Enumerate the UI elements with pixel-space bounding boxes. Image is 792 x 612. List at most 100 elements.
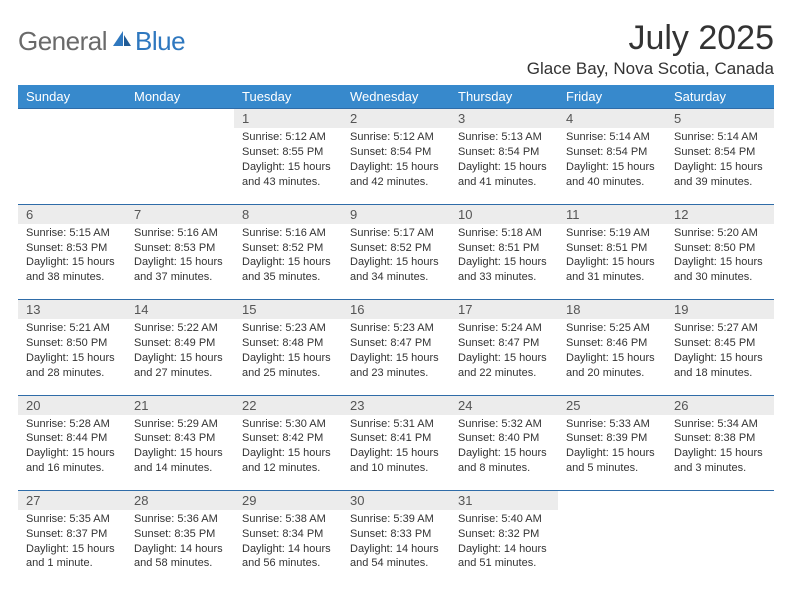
day-number: 25 — [558, 396, 666, 415]
daylight-line: Daylight: 15 hours and 38 minutes. — [26, 255, 118, 285]
sunrise-line: Sunrise: 5:34 AM — [674, 417, 766, 432]
logo-text-blue: Blue — [135, 26, 185, 57]
sunset-line: Sunset: 8:54 PM — [674, 145, 766, 160]
daylight-line: Daylight: 15 hours and 42 minutes. — [350, 160, 442, 190]
daylight-line: Daylight: 15 hours and 5 minutes. — [566, 446, 658, 476]
day-cell: 1Sunrise: 5:12 AMSunset: 8:55 PMDaylight… — [234, 109, 342, 204]
day-details: Sunrise: 5:19 AMSunset: 8:51 PMDaylight:… — [558, 224, 666, 299]
day-details: Sunrise: 5:23 AMSunset: 8:47 PMDaylight:… — [342, 319, 450, 394]
day-number: 30 — [342, 491, 450, 510]
day-cell: 11Sunrise: 5:19 AMSunset: 8:51 PMDayligh… — [558, 204, 666, 299]
sunset-line: Sunset: 8:35 PM — [134, 527, 226, 542]
day-number: 23 — [342, 396, 450, 415]
day-number: 7 — [126, 205, 234, 224]
sunrise-line: Sunrise: 5:16 AM — [242, 226, 334, 241]
sunrise-line: Sunrise: 5:14 AM — [566, 130, 658, 145]
sunrise-line: Sunrise: 5:21 AM — [26, 321, 118, 336]
daylight-line: Daylight: 15 hours and 30 minutes. — [674, 255, 766, 285]
day-number: 13 — [18, 300, 126, 319]
sunrise-line: Sunrise: 5:40 AM — [458, 512, 550, 527]
sunrise-line: Sunrise: 5:32 AM — [458, 417, 550, 432]
empty-cell: .. — [126, 109, 234, 204]
sunset-line: Sunset: 8:50 PM — [674, 241, 766, 256]
day-details: Sunrise: 5:14 AMSunset: 8:54 PMDaylight:… — [558, 128, 666, 203]
day-number: 20 — [18, 396, 126, 415]
day-number: 9 — [342, 205, 450, 224]
sunset-line: Sunset: 8:43 PM — [134, 431, 226, 446]
sunset-line: Sunset: 8:50 PM — [26, 336, 118, 351]
sunset-line: Sunset: 8:46 PM — [566, 336, 658, 351]
sunset-line: Sunset: 8:45 PM — [674, 336, 766, 351]
sunset-line: Sunset: 8:52 PM — [242, 241, 334, 256]
day-details: Sunrise: 5:20 AMSunset: 8:50 PMDaylight:… — [666, 224, 774, 299]
day-number: 14 — [126, 300, 234, 319]
day-cell: 22Sunrise: 5:30 AMSunset: 8:42 PMDayligh… — [234, 395, 342, 490]
day-cell: 12Sunrise: 5:20 AMSunset: 8:50 PMDayligh… — [666, 204, 774, 299]
day-number: 11 — [558, 205, 666, 224]
sunset-line: Sunset: 8:51 PM — [566, 241, 658, 256]
day-cell: 5Sunrise: 5:14 AMSunset: 8:54 PMDaylight… — [666, 109, 774, 204]
sunset-line: Sunset: 8:44 PM — [26, 431, 118, 446]
day-details: Sunrise: 5:23 AMSunset: 8:48 PMDaylight:… — [234, 319, 342, 394]
day-number: 27 — [18, 491, 126, 510]
weekday-header: Wednesday — [342, 85, 450, 109]
day-details: Sunrise: 5:25 AMSunset: 8:46 PMDaylight:… — [558, 319, 666, 394]
day-details: Sunrise: 5:17 AMSunset: 8:52 PMDaylight:… — [342, 224, 450, 299]
daylight-line: Daylight: 14 hours and 56 minutes. — [242, 542, 334, 572]
day-number: 26 — [666, 396, 774, 415]
sunrise-line: Sunrise: 5:36 AM — [134, 512, 226, 527]
day-number: 12 — [666, 205, 774, 224]
day-cell: 24Sunrise: 5:32 AMSunset: 8:40 PMDayligh… — [450, 395, 558, 490]
day-number: 10 — [450, 205, 558, 224]
day-cell: 19Sunrise: 5:27 AMSunset: 8:45 PMDayligh… — [666, 300, 774, 395]
title-block: July 2025 Glace Bay, Nova Scotia, Canada — [527, 20, 774, 79]
day-details: Sunrise: 5:16 AMSunset: 8:53 PMDaylight:… — [126, 224, 234, 299]
sunrise-line: Sunrise: 5:38 AM — [242, 512, 334, 527]
daylight-line: Daylight: 15 hours and 14 minutes. — [134, 446, 226, 476]
sunset-line: Sunset: 8:38 PM — [674, 431, 766, 446]
sunrise-line: Sunrise: 5:17 AM — [350, 226, 442, 241]
sunrise-line: Sunrise: 5:15 AM — [26, 226, 118, 241]
sunrise-line: Sunrise: 5:31 AM — [350, 417, 442, 432]
day-details: Sunrise: 5:21 AMSunset: 8:50 PMDaylight:… — [18, 319, 126, 394]
weekday-header-row: SundayMondayTuesdayWednesdayThursdayFrid… — [18, 85, 774, 109]
day-details: Sunrise: 5:35 AMSunset: 8:37 PMDaylight:… — [18, 510, 126, 585]
day-number: 8 — [234, 205, 342, 224]
day-details: Sunrise: 5:34 AMSunset: 8:38 PMDaylight:… — [666, 415, 774, 490]
daylight-line: Daylight: 15 hours and 8 minutes. — [458, 446, 550, 476]
daylight-line: Daylight: 15 hours and 34 minutes. — [350, 255, 442, 285]
daylight-line: Daylight: 15 hours and 33 minutes. — [458, 255, 550, 285]
sunrise-line: Sunrise: 5:13 AM — [458, 130, 550, 145]
daylight-line: Daylight: 15 hours and 18 minutes. — [674, 351, 766, 381]
calendar-body: ....1Sunrise: 5:12 AMSunset: 8:55 PMDayl… — [18, 109, 774, 585]
weekday-header: Thursday — [450, 85, 558, 109]
day-details: Sunrise: 5:27 AMSunset: 8:45 PMDaylight:… — [666, 319, 774, 394]
daylight-line: Daylight: 15 hours and 40 minutes. — [566, 160, 658, 190]
calendar-row: 6Sunrise: 5:15 AMSunset: 8:53 PMDaylight… — [18, 204, 774, 299]
daylight-line: Daylight: 15 hours and 20 minutes. — [566, 351, 658, 381]
day-cell: 18Sunrise: 5:25 AMSunset: 8:46 PMDayligh… — [558, 300, 666, 395]
day-cell: 16Sunrise: 5:23 AMSunset: 8:47 PMDayligh… — [342, 300, 450, 395]
daylight-line: Daylight: 15 hours and 37 minutes. — [134, 255, 226, 285]
daylight-line: Daylight: 15 hours and 10 minutes. — [350, 446, 442, 476]
day-details: Sunrise: 5:14 AMSunset: 8:54 PMDaylight:… — [666, 128, 774, 203]
daylight-line: Daylight: 15 hours and 35 minutes. — [242, 255, 334, 285]
daylight-line: Daylight: 15 hours and 3 minutes. — [674, 446, 766, 476]
day-details: Sunrise: 5:40 AMSunset: 8:32 PMDaylight:… — [450, 510, 558, 585]
daylight-line: Daylight: 15 hours and 1 minute. — [26, 542, 118, 572]
daylight-line: Daylight: 15 hours and 25 minutes. — [242, 351, 334, 381]
sunset-line: Sunset: 8:39 PM — [566, 431, 658, 446]
sunset-line: Sunset: 8:51 PM — [458, 241, 550, 256]
weekday-header: Saturday — [666, 85, 774, 109]
sunset-line: Sunset: 8:53 PM — [134, 241, 226, 256]
daylight-line: Daylight: 14 hours and 51 minutes. — [458, 542, 550, 572]
sunrise-line: Sunrise: 5:25 AM — [566, 321, 658, 336]
sunset-line: Sunset: 8:54 PM — [458, 145, 550, 160]
weekday-header: Friday — [558, 85, 666, 109]
day-details: Sunrise: 5:16 AMSunset: 8:52 PMDaylight:… — [234, 224, 342, 299]
day-number: 19 — [666, 300, 774, 319]
daylight-line: Daylight: 15 hours and 23 minutes. — [350, 351, 442, 381]
day-cell: 6Sunrise: 5:15 AMSunset: 8:53 PMDaylight… — [18, 204, 126, 299]
empty-cell: .. — [666, 490, 774, 585]
day-details: Sunrise: 5:39 AMSunset: 8:33 PMDaylight:… — [342, 510, 450, 585]
